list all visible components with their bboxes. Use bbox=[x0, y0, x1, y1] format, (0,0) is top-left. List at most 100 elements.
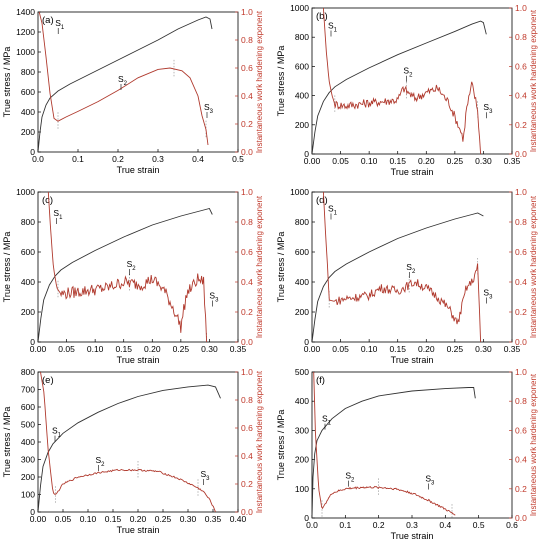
y2-tick-label: 0.4 bbox=[515, 277, 527, 287]
plot-frame bbox=[311, 7, 513, 155]
y2-tick-label: 1.0 bbox=[241, 7, 253, 17]
y2-tick-label: 0.0 bbox=[241, 147, 253, 157]
x-tick-label: 0.35 bbox=[504, 344, 521, 354]
y2-axis-label: Instantaneous work hardening exponent bbox=[529, 9, 538, 152]
stress-series-line bbox=[38, 207, 213, 342]
y2-axis-label: Instantaneous work hardening exponent bbox=[529, 195, 538, 338]
x-tick-label: 0.30 bbox=[475, 156, 492, 166]
x-axis-label: True strain bbox=[117, 165, 160, 175]
y-axis-label: True stress / MPa bbox=[276, 46, 286, 117]
x-tick-label: 0.05 bbox=[332, 156, 349, 166]
y-tick-label: 0 bbox=[30, 507, 35, 517]
x-tick-label: 0.0 bbox=[32, 154, 44, 164]
x-tick-label: 0.10 bbox=[361, 156, 378, 166]
x-tick-label: 0.10 bbox=[87, 344, 104, 354]
n-series-line bbox=[40, 372, 216, 512]
y2-tick-label: 0.0 bbox=[241, 337, 253, 347]
stress-series-line bbox=[312, 212, 484, 342]
y2-tick-label: 0.2 bbox=[515, 307, 527, 317]
y-tick-label: 600 bbox=[295, 61, 309, 71]
x-tick-label: 0.00 bbox=[30, 514, 47, 524]
y-tick-label: 1000 bbox=[290, 3, 309, 13]
x-tick-label: 0.00 bbox=[304, 344, 321, 354]
x-axis-label: True strain bbox=[391, 167, 434, 177]
y2-tick-label: 0.0 bbox=[241, 507, 253, 517]
stage-label: S1 bbox=[328, 204, 338, 217]
y2-tick-label: 0.4 bbox=[241, 91, 253, 101]
x-tick-label: 0.20 bbox=[130, 514, 147, 524]
y2-tick-label: 0.2 bbox=[241, 479, 253, 489]
plot-area bbox=[38, 12, 213, 152]
panel-0: 0.0 0.1 0.2 0.3 0.4 0.5 0 200 400 600 800 1000 1200 1… bbox=[2, 7, 264, 175]
stage-label: S3 bbox=[483, 288, 493, 301]
stage-label: S3 bbox=[209, 291, 219, 304]
x-tick-label: 0.6 bbox=[506, 520, 518, 530]
y-tick-label: 200 bbox=[295, 120, 309, 130]
x-tick-label: 0.1 bbox=[72, 154, 84, 164]
stress-series-line bbox=[312, 20, 487, 154]
y2-axis-label: Instantaneous work hardening exponent bbox=[255, 10, 264, 153]
x-tick-label: 0.20 bbox=[144, 344, 161, 354]
x-tick-label: 0.15 bbox=[389, 156, 406, 166]
x-tick-label: 0.4 bbox=[439, 520, 451, 530]
stage-label: S1 bbox=[53, 208, 63, 221]
x-tick-label: 0.3 bbox=[152, 154, 164, 164]
y2-tick-label: 0.8 bbox=[515, 396, 527, 406]
y-tick-label: 400 bbox=[295, 277, 309, 287]
stress-series-line bbox=[312, 387, 476, 518]
stage-label: S1 bbox=[328, 20, 338, 33]
y2-tick-label: 0.2 bbox=[515, 484, 527, 494]
y-tick-label: 600 bbox=[21, 87, 35, 97]
panel-3: 0.00 0.05 0.10 0.15 0.20 0.25 0.30 0.35 0 200 400 6… bbox=[276, 187, 538, 365]
x-tick-label: 0.0 bbox=[306, 520, 318, 530]
y-tick-label: 1000 bbox=[290, 187, 309, 197]
x-tick-label: 0.2 bbox=[373, 520, 385, 530]
y2-tick-label: 1.0 bbox=[515, 187, 527, 197]
x-axis-label: True strain bbox=[391, 355, 434, 365]
plot-area bbox=[312, 8, 487, 154]
y-tick-label: 600 bbox=[295, 247, 309, 257]
y-tick-label: 200 bbox=[295, 455, 309, 465]
y-tick-label: 400 bbox=[21, 277, 35, 287]
y-tick-label: 600 bbox=[21, 402, 35, 412]
x-tick-label: 0.25 bbox=[447, 156, 464, 166]
panel-label: (c) bbox=[42, 195, 53, 206]
plot-frame bbox=[311, 371, 513, 519]
x-tick-label: 0.15 bbox=[105, 514, 122, 524]
y2-tick-label: 1.0 bbox=[515, 367, 527, 377]
y2-tick-label: 0.8 bbox=[515, 32, 527, 42]
y-axis-label: True stress / MPa bbox=[276, 410, 286, 481]
y-tick-label: 200 bbox=[21, 307, 35, 317]
y-tick-label: 200 bbox=[21, 127, 35, 137]
plot-area bbox=[312, 192, 484, 342]
y-tick-label: 800 bbox=[295, 217, 309, 227]
x-tick-label: 0.25 bbox=[447, 344, 464, 354]
plot-frame bbox=[37, 191, 239, 343]
stage-label: S2 bbox=[406, 262, 416, 275]
x-tick-label: 0.25 bbox=[155, 514, 172, 524]
stage-label: S2 bbox=[127, 259, 137, 272]
y2-tick-label: 0.6 bbox=[241, 423, 253, 433]
x-tick-label: 0.15 bbox=[115, 344, 132, 354]
x-tick-label: 0.30 bbox=[475, 344, 492, 354]
y-tick-label: 0 bbox=[304, 149, 309, 159]
y2-tick-label: 0.0 bbox=[515, 149, 527, 159]
y-tick-label: 1000 bbox=[16, 187, 35, 197]
stage-label: S2 bbox=[96, 455, 106, 468]
y-tick-label: 1200 bbox=[16, 27, 35, 37]
stress-series-line bbox=[38, 384, 221, 512]
y2-tick-label: 0.6 bbox=[515, 247, 527, 257]
y2-tick-label: 0.4 bbox=[241, 277, 253, 287]
x-tick-label: 0.1 bbox=[339, 520, 351, 530]
y2-tick-label: 0.4 bbox=[241, 451, 253, 461]
x-tick-label: 0.20 bbox=[418, 156, 435, 166]
y2-tick-label: 0.8 bbox=[241, 35, 253, 45]
x-tick-label: 0.5 bbox=[232, 154, 244, 164]
x-axis-label: True strain bbox=[391, 531, 434, 541]
plot-area bbox=[38, 372, 221, 512]
x-tick-label: 0.05 bbox=[58, 344, 75, 354]
plot-area bbox=[38, 192, 213, 342]
x-tick-label: 0.35 bbox=[205, 514, 222, 524]
x-tick-label: 0.05 bbox=[55, 514, 72, 524]
